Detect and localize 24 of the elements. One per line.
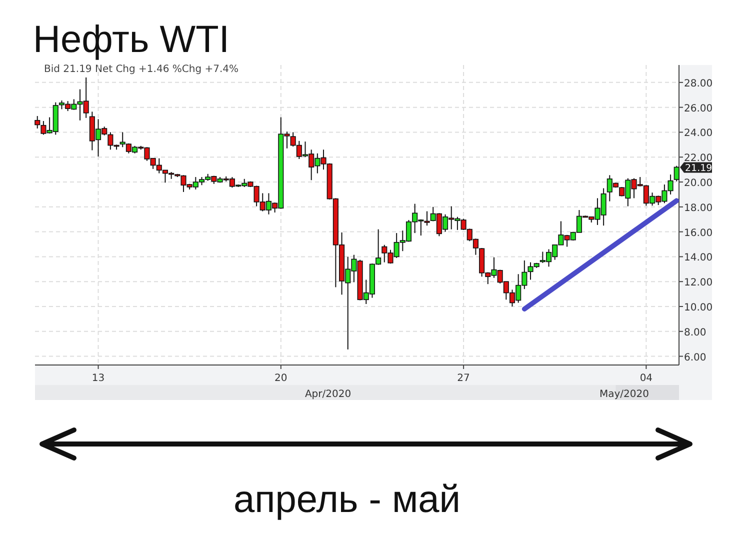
x-tick-label: 04 [640, 373, 653, 384]
text: May/2020 [600, 389, 650, 400]
x-tick-label: 20 [274, 373, 288, 384]
candlestick [674, 165, 680, 182]
y-tick-label: 10.00 [684, 302, 713, 314]
text: Apr/2020 [304, 389, 352, 400]
y-tick-label: 22.00 [684, 153, 713, 164]
y-tick-label: 8.00 [684, 327, 706, 338]
x-tick-label: 13 [92, 373, 105, 384]
y-tick-label: 26.00 [684, 103, 713, 114]
y-tick-label: 6.00 [684, 352, 706, 364]
text: апрель - май [234, 479, 460, 521]
chart-subtitle: Bid 21.19 Net Chg +1.46 %Chg +7.4% [44, 64, 239, 75]
chart-title: Нефть WTI [33, 19, 230, 61]
y-tick-label: 24.00 [684, 128, 713, 140]
y-tick-label: 18.00 [684, 202, 713, 214]
y-tick-label: 20.00 [684, 178, 713, 190]
y-tick-label: 16.00 [684, 228, 713, 239]
y-tick-label: 28.00 [684, 78, 713, 90]
x-tick-label: 27 [457, 373, 470, 384]
candlestick [34, 116, 40, 129]
text: 21.19 [685, 163, 712, 174]
y-tick-label: 12.00 [684, 278, 713, 289]
y-tick-label: 14.00 [684, 252, 713, 264]
